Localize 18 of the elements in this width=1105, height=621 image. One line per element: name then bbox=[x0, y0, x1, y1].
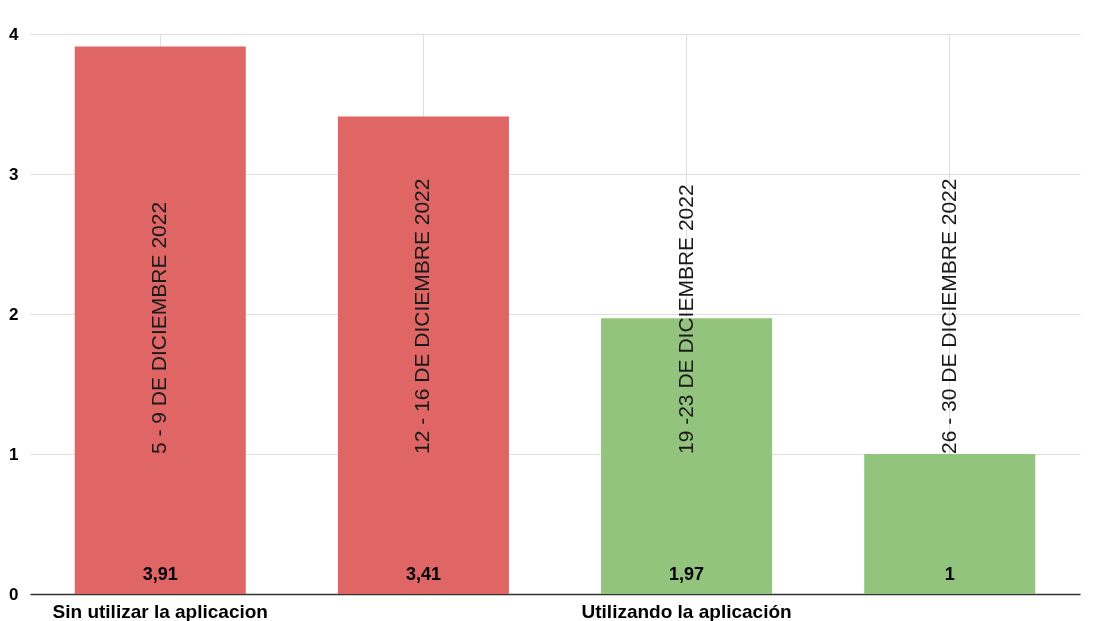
data-label: 1,97 bbox=[669, 564, 705, 584]
y-tick-label: 2 bbox=[9, 304, 19, 324]
data-label: 1 bbox=[944, 564, 955, 584]
bar bbox=[864, 454, 1036, 594]
data-label: 3,41 bbox=[405, 564, 441, 584]
x-tick-label: Sin utilizar la aplicacion bbox=[52, 600, 268, 621]
y-tick-label: 3 bbox=[9, 164, 19, 184]
y-tick-label: 4 bbox=[9, 24, 20, 44]
annotation: 19 -23 DE DICIEMBRE 2022 bbox=[673, 184, 697, 454]
annotation: 5 - 9 DE DICIEMBRE 2022 bbox=[147, 201, 171, 454]
data-label: 3,91 bbox=[142, 564, 178, 584]
x-tick-label: Utilizando la aplicación bbox=[581, 600, 792, 621]
y-tick-label: 1 bbox=[9, 444, 19, 464]
y-tick-label: 0 bbox=[9, 584, 19, 604]
bar bbox=[337, 116, 509, 594]
bar bbox=[74, 46, 246, 594]
annotation: 26 - 30 DE DICIEMBRE 2022 bbox=[936, 178, 960, 454]
annotation: 12 - 16 DE DICIEMBRE 2022 bbox=[410, 178, 434, 454]
